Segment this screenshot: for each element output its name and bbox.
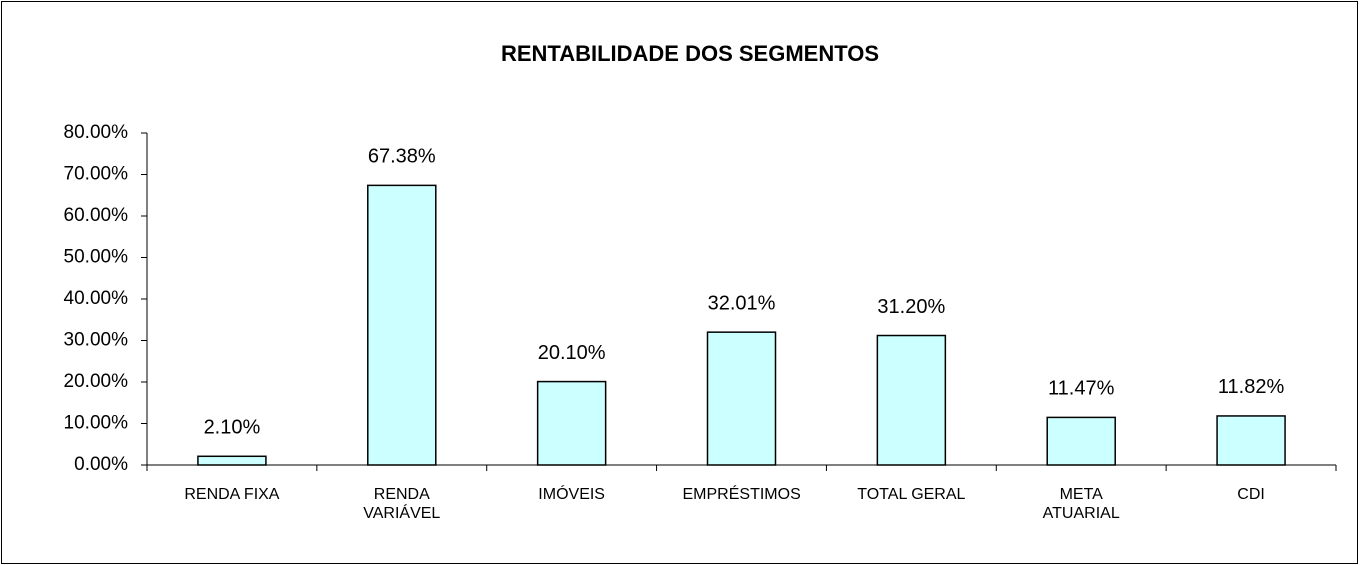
bar bbox=[706, 331, 777, 466]
bar bbox=[876, 334, 947, 466]
data-label: 2.10% bbox=[204, 417, 261, 439]
y-tick-label: 60.00% bbox=[64, 205, 129, 226]
data-label: 32.01% bbox=[708, 292, 776, 314]
y-tick-label: 30.00% bbox=[64, 330, 129, 351]
x-tick-label: IMÓVEIS bbox=[538, 486, 605, 503]
bar bbox=[197, 455, 267, 466]
y-tick-label: 0.00% bbox=[74, 454, 128, 475]
chart-title: RENTABILIDADE DOS SEGMENTOS bbox=[501, 41, 879, 66]
y-tick-label: 50.00% bbox=[64, 247, 129, 268]
y-tick-label: 20.00% bbox=[64, 371, 129, 392]
bar bbox=[367, 184, 437, 466]
x-tick-label: EMPRÉSTIMOS bbox=[682, 486, 801, 503]
x-tick-label: META ATUARIAL bbox=[1042, 486, 1120, 522]
x-tick-label: CDI bbox=[1237, 486, 1265, 503]
y-tick-label: 40.00% bbox=[64, 288, 129, 309]
x-tick-label: RENDA VARIÁVEL bbox=[363, 486, 441, 522]
y-tick-label: 80.00% bbox=[64, 122, 129, 143]
data-label: 11.82% bbox=[1218, 376, 1285, 398]
data-label: 20.10% bbox=[538, 342, 606, 364]
bar bbox=[1216, 415, 1286, 466]
y-tick-label: 10.00% bbox=[64, 413, 129, 434]
y-tick-label: 70.00% bbox=[64, 164, 129, 185]
x-tick-label: RENDA FIXA bbox=[184, 486, 280, 503]
x-tick-label: TOTAL GERAL bbox=[857, 486, 966, 503]
data-label: 31.20% bbox=[877, 296, 945, 318]
bar bbox=[536, 380, 607, 466]
data-label: 67.38% bbox=[368, 146, 436, 168]
bar bbox=[1046, 416, 1116, 466]
data-label: 11.47% bbox=[1048, 378, 1115, 400]
